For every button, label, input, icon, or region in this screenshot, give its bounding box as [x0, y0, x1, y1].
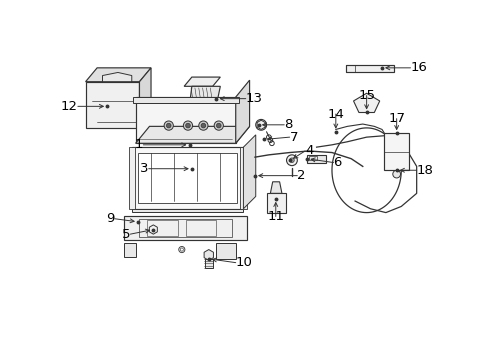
Circle shape — [290, 158, 294, 163]
Circle shape — [193, 164, 202, 173]
Bar — [138, 153, 237, 203]
Text: 1: 1 — [135, 138, 143, 151]
Text: 11: 11 — [267, 210, 284, 223]
Bar — [186, 220, 217, 236]
Polygon shape — [102, 72, 132, 82]
Polygon shape — [132, 97, 239, 103]
Polygon shape — [204, 249, 214, 260]
Circle shape — [179, 247, 185, 253]
Bar — [132, 209, 244, 212]
Polygon shape — [149, 225, 157, 234]
Circle shape — [183, 121, 193, 130]
Circle shape — [167, 123, 171, 128]
Bar — [346, 65, 355, 72]
Text: 16: 16 — [411, 61, 427, 74]
Circle shape — [232, 228, 235, 231]
Circle shape — [195, 166, 199, 171]
Polygon shape — [354, 93, 380, 112]
Circle shape — [140, 226, 147, 233]
Text: 3: 3 — [140, 162, 149, 175]
Polygon shape — [136, 126, 249, 143]
Bar — [140, 219, 232, 237]
Polygon shape — [217, 243, 236, 259]
Polygon shape — [190, 86, 220, 105]
Circle shape — [201, 123, 206, 128]
Polygon shape — [205, 259, 213, 268]
Circle shape — [221, 228, 224, 231]
Circle shape — [287, 155, 297, 166]
Text: 18: 18 — [416, 164, 434, 177]
Text: 4: 4 — [305, 144, 314, 157]
Bar — [147, 220, 178, 236]
Circle shape — [180, 248, 183, 251]
Polygon shape — [244, 135, 256, 209]
Bar — [384, 133, 409, 170]
Bar — [240, 147, 246, 209]
Circle shape — [127, 226, 133, 233]
Circle shape — [164, 121, 173, 130]
Circle shape — [138, 226, 144, 233]
Text: 12: 12 — [61, 100, 78, 113]
Circle shape — [134, 218, 142, 226]
Polygon shape — [86, 68, 151, 82]
Circle shape — [220, 226, 226, 233]
Text: 2: 2 — [297, 169, 306, 182]
Circle shape — [393, 170, 400, 178]
Polygon shape — [124, 216, 247, 239]
Polygon shape — [257, 120, 265, 130]
Bar — [132, 147, 244, 209]
Circle shape — [217, 123, 221, 128]
Text: 13: 13 — [245, 92, 263, 105]
Polygon shape — [184, 77, 220, 86]
Polygon shape — [346, 65, 393, 72]
Text: 9: 9 — [106, 212, 115, 225]
Polygon shape — [140, 68, 151, 128]
Polygon shape — [270, 182, 282, 193]
Text: 15: 15 — [358, 89, 375, 102]
Text: 14: 14 — [327, 108, 344, 121]
Polygon shape — [267, 193, 286, 213]
Circle shape — [186, 123, 190, 128]
Circle shape — [230, 226, 237, 233]
Polygon shape — [136, 97, 236, 143]
Polygon shape — [307, 155, 326, 163]
Circle shape — [140, 228, 143, 231]
Circle shape — [215, 107, 221, 112]
Bar — [309, 156, 317, 160]
Bar — [129, 147, 135, 209]
Text: 6: 6 — [334, 156, 342, 169]
Polygon shape — [236, 80, 249, 143]
Circle shape — [145, 218, 152, 226]
Text: 17: 17 — [388, 112, 405, 125]
Circle shape — [214, 121, 223, 130]
Polygon shape — [124, 243, 136, 257]
Text: 10: 10 — [236, 256, 253, 269]
Text: 8: 8 — [284, 118, 293, 131]
Circle shape — [129, 228, 132, 231]
Text: 7: 7 — [290, 131, 298, 144]
Polygon shape — [86, 82, 140, 128]
Text: 5: 5 — [122, 228, 130, 240]
Circle shape — [256, 120, 267, 130]
Circle shape — [199, 121, 208, 130]
